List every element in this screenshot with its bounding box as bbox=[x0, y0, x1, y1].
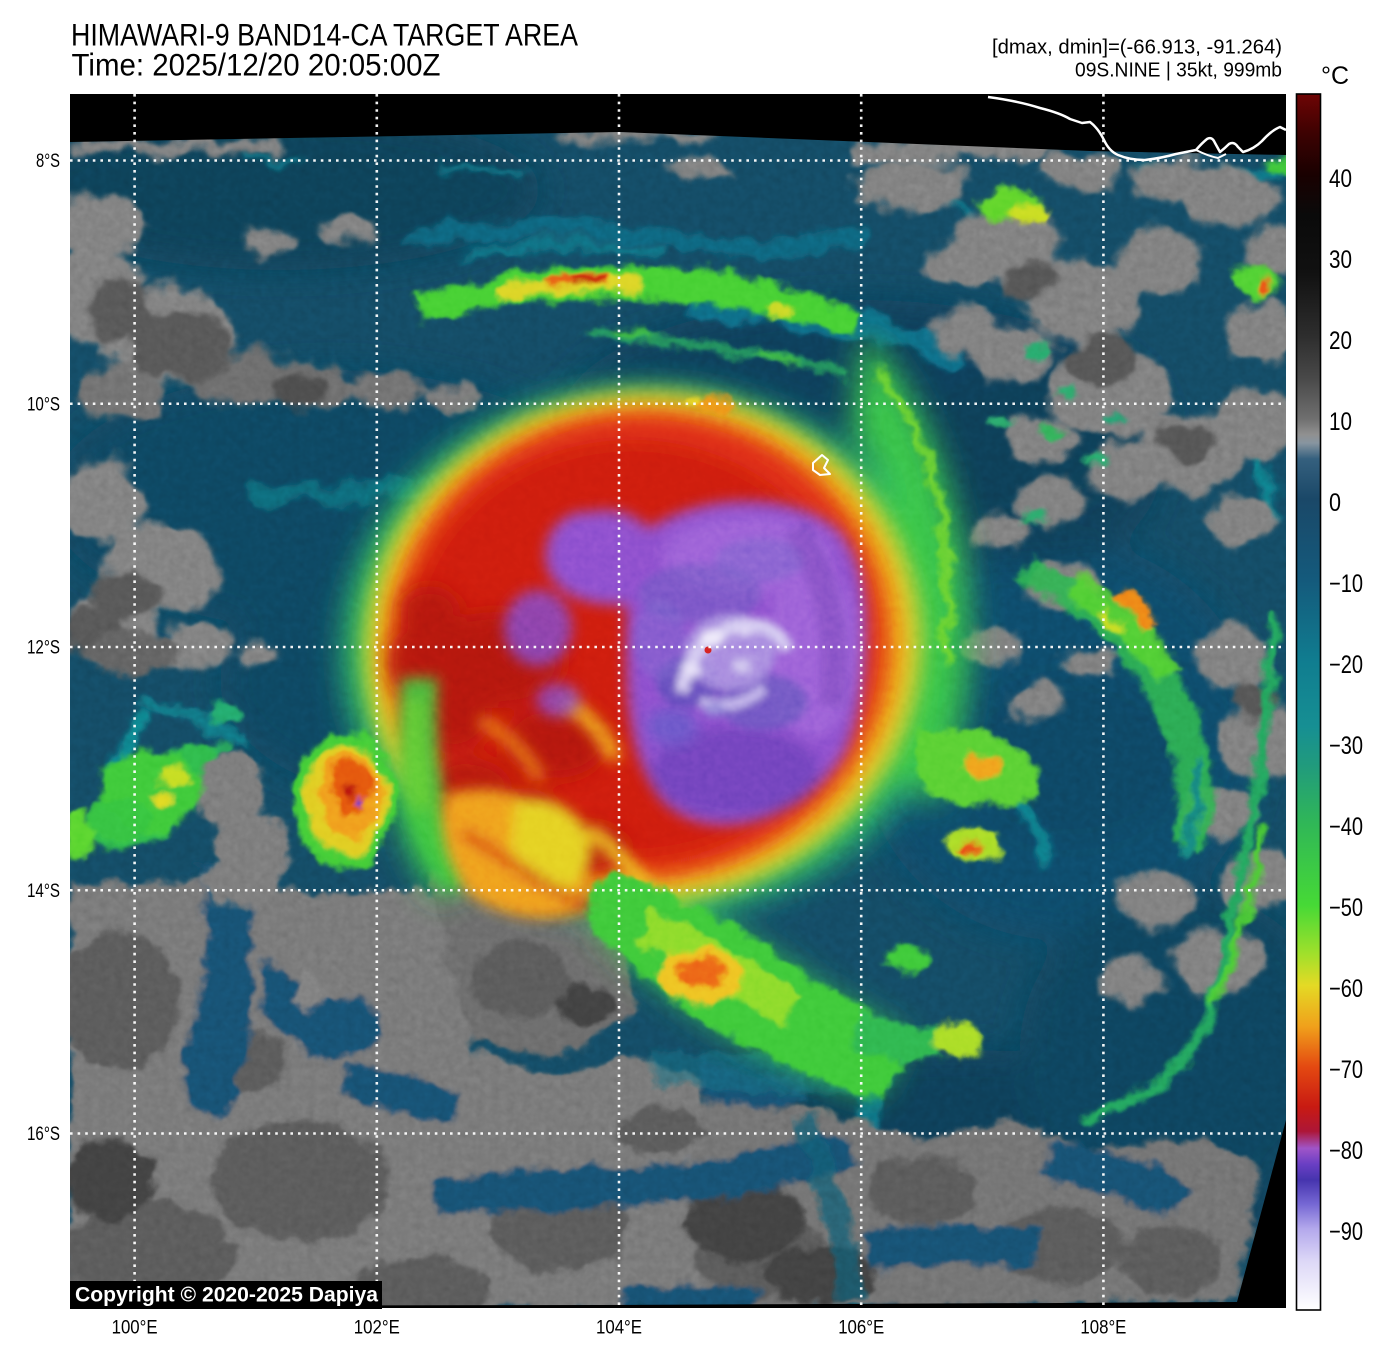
svg-text:104°E: 104°E bbox=[596, 1318, 642, 1339]
svg-text:10: 10 bbox=[1329, 408, 1352, 436]
svg-text:−40: −40 bbox=[1329, 813, 1363, 841]
svg-text:−90: −90 bbox=[1329, 1218, 1363, 1246]
svg-text:100°E: 100°E bbox=[112, 1318, 158, 1339]
svg-text:−20: −20 bbox=[1329, 651, 1363, 679]
svg-text:12°S: 12°S bbox=[27, 638, 60, 659]
svg-text:[dmax, dmin]=(-66.913, -91.264: [dmax, dmin]=(-66.913, -91.264) bbox=[992, 36, 1282, 59]
svg-text:40: 40 bbox=[1329, 165, 1352, 193]
svg-text:Time: 2025/12/20 20:05:00Z: Time: 2025/12/20 20:05:00Z bbox=[72, 47, 441, 83]
svg-text:HIMAWARI-9 BAND14-CA TARGET AR: HIMAWARI-9 BAND14-CA TARGET AREA bbox=[71, 17, 578, 53]
svg-text:8°S: 8°S bbox=[36, 151, 60, 172]
svg-text:102°E: 102°E bbox=[354, 1318, 400, 1339]
svg-text:−80: −80 bbox=[1329, 1137, 1363, 1165]
svg-text:−70: −70 bbox=[1329, 1056, 1363, 1084]
svg-text:−50: −50 bbox=[1329, 894, 1363, 922]
svg-text:°C: °C bbox=[1321, 62, 1349, 90]
svg-text:30: 30 bbox=[1329, 246, 1352, 274]
svg-text:0: 0 bbox=[1329, 489, 1341, 517]
svg-text:16°S: 16°S bbox=[27, 1124, 60, 1145]
svg-text:108°E: 108°E bbox=[1080, 1318, 1126, 1339]
svg-text:106°E: 106°E bbox=[838, 1318, 884, 1339]
svg-text:20: 20 bbox=[1329, 327, 1352, 355]
svg-text:Copyright © 2020-2025 Dapiya: Copyright © 2020-2025 Dapiya bbox=[75, 1284, 378, 1307]
svg-text:10°S: 10°S bbox=[27, 394, 60, 415]
svg-text:14°S: 14°S bbox=[27, 881, 60, 902]
svg-text:−60: −60 bbox=[1329, 975, 1363, 1003]
svg-text:−30: −30 bbox=[1329, 732, 1363, 760]
svg-text:−10: −10 bbox=[1329, 570, 1363, 598]
svg-text:09S.NINE | 35kt, 999mb: 09S.NINE | 35kt, 999mb bbox=[1075, 59, 1282, 82]
